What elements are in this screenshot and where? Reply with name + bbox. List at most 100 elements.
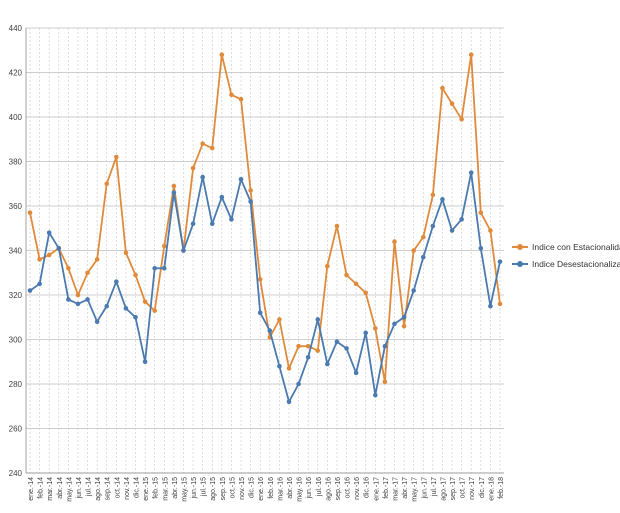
data-point	[75, 292, 81, 298]
x-tick-label: dic.-15	[249, 477, 256, 498]
data-point	[459, 217, 464, 222]
data-point	[257, 277, 263, 282]
x-tick-label: sep.-16	[335, 477, 342, 500]
data-point	[37, 257, 42, 262]
x-tick-label: feb.-17	[383, 477, 390, 499]
data-point	[123, 306, 129, 311]
data-point	[142, 359, 148, 365]
data-point	[373, 326, 378, 331]
y-tick-label: 380	[9, 158, 23, 167]
x-tick-label: sep.-14	[105, 477, 112, 500]
x-tick-label: may.-17	[412, 477, 419, 502]
x-tick-label: feb.-16	[268, 477, 275, 499]
data-point	[94, 257, 100, 262]
data-point	[334, 223, 340, 229]
x-tick-label: jul.-14	[86, 477, 93, 497]
x-tick-label: abr.-15	[172, 477, 179, 499]
data-point	[286, 399, 292, 405]
data-point	[161, 243, 167, 249]
legend-swatch-orange	[512, 243, 528, 251]
x-tick-label: nov.-17	[469, 477, 476, 500]
data-point	[267, 328, 273, 333]
data-point	[114, 154, 119, 160]
data-point	[56, 245, 62, 251]
x-tick-label: dic.-17	[479, 477, 486, 498]
data-point	[171, 183, 177, 189]
x-tick-label: feb.-14	[38, 477, 45, 499]
data-point	[219, 52, 225, 57]
data-point	[363, 290, 369, 296]
data-point	[85, 270, 90, 276]
data-point	[497, 259, 503, 264]
y-tick-label: 340	[9, 247, 23, 256]
data-point	[66, 266, 71, 271]
data-point	[488, 303, 493, 309]
gridlines	[26, 27, 504, 474]
data-point	[430, 192, 436, 198]
legend-label: Indice Desestacionalizado	[532, 258, 620, 269]
x-tick-label: mar.-14	[47, 477, 54, 501]
data-point	[200, 141, 205, 146]
data-point	[401, 323, 407, 329]
legend-item-estacionalidad: Indice con Estacionalidad	[512, 238, 620, 255]
x-axis-tick-labels: ene.-14 feb.-14 mar.-14 abr.-14 may.-14 jun.-…	[28, 477, 505, 502]
data-point	[142, 299, 148, 304]
x-tick-label: ene.-14	[28, 477, 35, 501]
data-point	[382, 379, 388, 385]
data-point	[344, 272, 349, 278]
x-tick-label: may.-15	[181, 477, 188, 502]
data-point	[286, 366, 292, 371]
data-point	[238, 96, 244, 102]
x-tick-label: ago.-16	[325, 477, 332, 501]
x-tick-label: oct.-14	[114, 477, 121, 499]
data-point	[123, 250, 129, 256]
data-point	[459, 116, 464, 122]
x-tick-label: oct.-15	[229, 477, 236, 499]
legend-label: Indice con Estacionalidad	[532, 241, 620, 252]
data-point	[440, 197, 445, 202]
x-tick-label: nov.-16	[354, 477, 361, 500]
data-point	[411, 248, 416, 253]
x-tick-label: ene.-16	[258, 477, 265, 501]
x-tick-label: feb.-15	[153, 477, 160, 499]
data-point	[152, 266, 157, 271]
y-tick-label: 280	[9, 380, 23, 389]
data-point	[181, 248, 186, 253]
x-tick-label: mar.-17	[392, 477, 399, 501]
data-point	[315, 348, 321, 353]
series-lines	[27, 52, 503, 405]
data-point	[229, 92, 234, 98]
data-point	[46, 230, 52, 235]
data-point	[219, 194, 225, 200]
data-point	[488, 228, 493, 233]
x-tick-label: abr.-16	[287, 477, 294, 499]
y-tick-label: 360	[9, 202, 23, 211]
data-point	[478, 245, 484, 251]
x-tick-label: ago.-15	[210, 477, 217, 501]
legend-swatch-blue	[512, 260, 528, 268]
series-line-1	[29, 171, 501, 403]
data-point	[449, 228, 455, 233]
data-point	[277, 363, 282, 369]
data-point	[363, 330, 369, 336]
data-point	[420, 254, 426, 260]
data-point	[478, 210, 484, 215]
data-point	[373, 392, 378, 398]
x-tick-label: jun.-16	[306, 477, 313, 500]
y-tick-label: 240	[9, 469, 23, 478]
x-tick-label: sep.-17	[450, 477, 457, 500]
x-tick-label: mar.-15	[162, 477, 169, 501]
data-point	[46, 252, 52, 258]
data-point	[277, 317, 282, 322]
data-point	[430, 223, 436, 229]
data-point	[104, 303, 110, 309]
data-point	[209, 145, 215, 151]
x-tick-label: jul.-15	[201, 477, 208, 497]
data-point	[296, 343, 301, 349]
y-tick-label: 260	[9, 425, 23, 434]
data-point	[161, 266, 167, 271]
data-point	[392, 239, 397, 244]
x-tick-label: nov.-15	[239, 477, 246, 500]
data-point	[449, 101, 455, 106]
